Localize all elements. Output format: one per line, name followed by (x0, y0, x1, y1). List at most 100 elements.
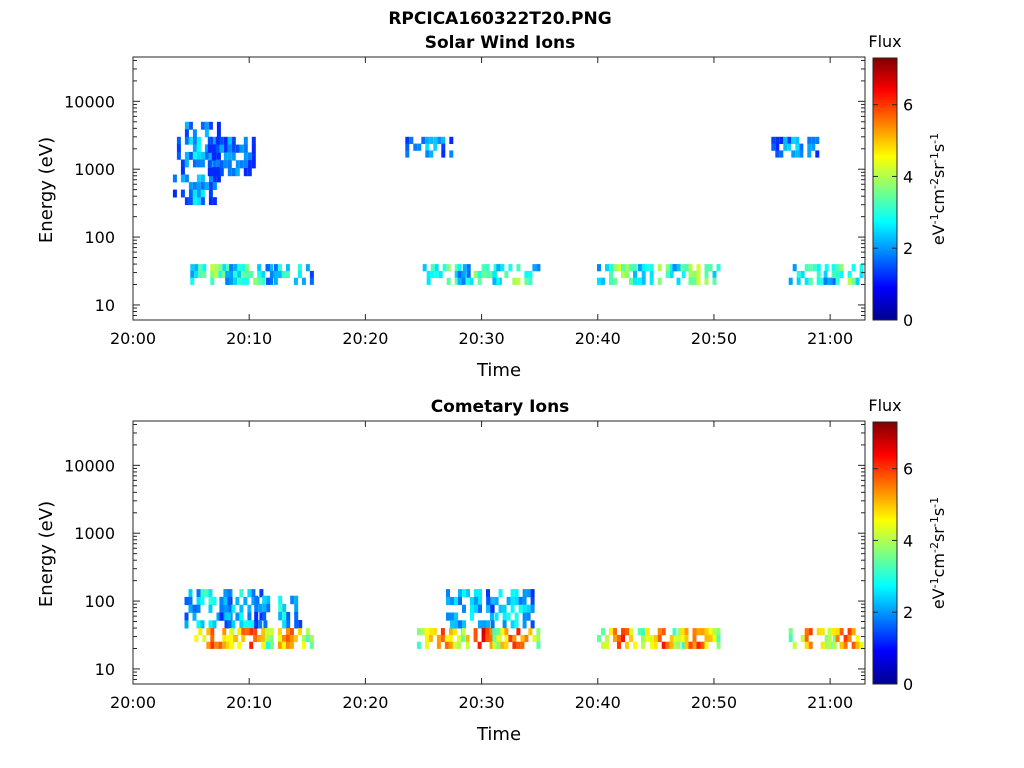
heatmap-cell (496, 641, 501, 649)
y-tick-label: 1000 (74, 524, 115, 543)
heatmap-cell (788, 277, 793, 285)
heatmap-cell (278, 595, 283, 605)
heatmap-cell (309, 641, 314, 649)
colorbar (872, 57, 898, 321)
heatmap-cell (428, 634, 433, 643)
heatmap-cell (211, 152, 216, 161)
colorbar-tick-label: 4 (903, 167, 913, 186)
heatmap-cell (269, 277, 274, 285)
heatmap-cell (188, 121, 193, 130)
heatmap-cell (851, 264, 856, 272)
heatmap-cell (448, 634, 453, 643)
heatmap-cell (450, 620, 454, 629)
y-axis-label: Energy (eV) (36, 137, 57, 243)
heatmap-cell (265, 628, 270, 636)
heatmap-cell (466, 589, 470, 598)
heatmap-cell (477, 641, 482, 649)
heatmap-cell (669, 270, 674, 279)
heatmap-cell (807, 143, 812, 151)
heatmap-cell (502, 612, 507, 621)
heatmap-cell (775, 143, 780, 151)
heatmap-cell (212, 159, 217, 168)
heatmap-cell (247, 160, 252, 169)
heatmap-cell (613, 634, 617, 643)
x-axis: 20:00 20:10 20:20 20:30 20:40 20:50 21:00 (110, 421, 853, 712)
heatmap-cell (470, 604, 474, 613)
cometary-panel: Cometary Ions 20:00 20:10 20:20 20:30 20:40 2… (36, 396, 948, 745)
heatmap-cell (824, 634, 829, 643)
heatmap-cell (820, 628, 825, 636)
heatmap-cell (309, 634, 314, 643)
heatmap-cell (669, 641, 674, 649)
heatmap-cell (258, 620, 263, 629)
heatmap-cell (294, 620, 299, 629)
heatmap-cell (473, 628, 478, 636)
heatmap-cell (688, 277, 693, 285)
heatmap-cell (294, 595, 299, 605)
heatmap-cell (827, 634, 832, 643)
heatmap-cell (200, 159, 205, 168)
heatmap-cell (807, 150, 812, 158)
heatmap-cell (502, 620, 507, 629)
x-tick-label: 20:10 (226, 693, 272, 712)
heatmap-cell (233, 264, 238, 272)
heatmap-cell (692, 277, 697, 285)
colorbar-tick-label: 4 (903, 531, 913, 550)
heatmap-cell (522, 620, 527, 629)
heatmap-cell (832, 641, 837, 649)
heatmap-cell (180, 159, 185, 168)
heatmap-cell (281, 634, 286, 643)
heatmap-cell (239, 620, 244, 629)
heatmap-cell (665, 641, 670, 649)
heatmap-cell (305, 264, 310, 272)
heatmap-cell (251, 144, 256, 153)
heatmap-cell (804, 277, 809, 285)
heatmap-cell (788, 634, 793, 643)
heatmap-cell (211, 144, 216, 153)
heatmap-cell (530, 589, 535, 598)
heatmap-cell (210, 628, 215, 636)
heatmap-cell (681, 641, 686, 649)
heatmap-cell (285, 634, 290, 643)
heatmap-cell (196, 159, 201, 168)
heatmap-cell (202, 270, 207, 279)
heatmap-cell (200, 121, 205, 130)
heatmap-cell (496, 264, 501, 272)
heatmap-cell (669, 634, 674, 643)
heatmap-cell (216, 129, 221, 138)
heatmap-cell (229, 270, 234, 279)
heatmap-cell (839, 264, 844, 272)
heatmap-cell (508, 264, 513, 272)
heatmap-cell (712, 628, 717, 636)
heatmap-cell (625, 264, 629, 272)
heatmap-cell (481, 264, 486, 272)
heatmap-cell (465, 634, 470, 643)
heatmap-cell (233, 277, 238, 285)
heatmap-cell (297, 270, 302, 279)
heatmap-cell (466, 270, 471, 279)
heatmap-cell (208, 174, 213, 183)
heatmap-cell (237, 628, 242, 636)
heatmap-cell (207, 168, 212, 177)
heatmap-cell (440, 628, 445, 636)
heatmap-cell (224, 612, 229, 621)
heatmap-cell (641, 270, 646, 279)
heatmap-cell (245, 264, 250, 272)
heatmap-cell (247, 168, 252, 177)
heatmap-cell (196, 189, 201, 198)
heatmap-cell (494, 612, 499, 621)
heatmap-cell (494, 596, 499, 606)
heatmap-cell (461, 270, 466, 279)
heatmap-cell (184, 596, 189, 606)
heatmap-cell (257, 634, 262, 643)
colorbar-label-exponent: -1 (928, 152, 941, 163)
heatmap-cell (196, 197, 201, 206)
heatmap-cell (657, 264, 662, 272)
heatmap-cell (633, 277, 637, 285)
heatmap-cell (216, 612, 221, 621)
heatmap-cell (206, 628, 211, 636)
heatmap-cell (645, 264, 650, 272)
heatmap-cell (176, 144, 181, 153)
heatmap-cell (262, 611, 267, 621)
heatmap-cell (207, 160, 212, 169)
